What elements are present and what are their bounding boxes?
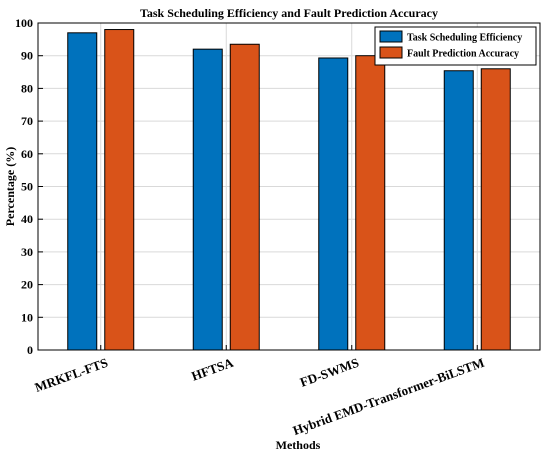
y-tick-label: 100 [15,16,33,30]
y-tick-label: 70 [21,114,33,128]
bar-task-scheduling [318,57,349,351]
bar-fault-prediction [480,68,511,351]
y-tick-label: 10 [21,310,33,324]
y-tick-label: 60 [21,147,33,161]
legend-label: Fault Prediction Accuracy [407,49,519,60]
y-tick-label: 40 [21,212,33,226]
bars [67,29,511,351]
y-tick-label: 80 [21,81,33,95]
y-tick-label: 20 [21,278,33,292]
y-tick-label: 50 [21,180,33,194]
chart-title: Task Scheduling Efficiency and Fault Pre… [140,6,438,20]
bar-task-scheduling [192,48,223,351]
bar-fault-prediction [355,55,386,351]
y-tick-label: 0 [27,343,33,357]
legend-swatch [379,46,403,59]
y-tick-label: 30 [21,245,33,259]
bar-fault-prediction [229,43,260,351]
bar-task-scheduling [67,32,98,351]
y-axis-label: Percentage (%) [3,147,17,226]
bar-task-scheduling [443,70,474,351]
x-axis-label: Methods [276,438,321,452]
y-tick-label: 90 [21,49,33,63]
bar-fault-prediction [104,29,135,351]
legend: Task Scheduling Efficiency Fault Predicti… [374,26,537,66]
legend-swatch [379,30,403,43]
legend-label: Task Scheduling Efficiency [407,33,522,44]
y-axis: 0 10 20 30 40 50 60 70 80 90 100 [15,16,43,357]
